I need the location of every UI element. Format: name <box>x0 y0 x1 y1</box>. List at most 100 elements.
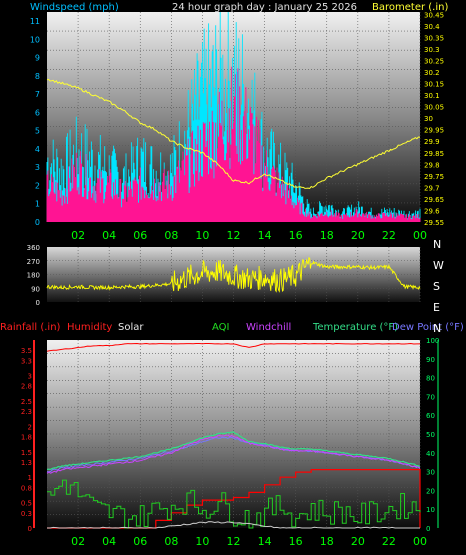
temperature-tick-label: 40 <box>426 450 435 458</box>
direction-degree-label: 0 <box>36 299 40 307</box>
rainfall-tick-label: 3.5 <box>21 347 32 355</box>
barometer-tick-label: 30.3 <box>424 46 440 54</box>
direction-degree-label: 360 <box>27 244 40 252</box>
compass-label: N <box>433 238 441 251</box>
barometer-tick-label: 29.65 <box>424 196 444 204</box>
barometer-tick-label: 30.4 <box>424 23 440 31</box>
compass-label: W <box>433 259 444 272</box>
hour-tick-label: 22 <box>382 229 396 242</box>
windspeed-tick-label: 11 <box>30 17 40 26</box>
temperature-tick-label: 20 <box>426 487 435 495</box>
rainfall-tick-label: 2.5 <box>21 398 32 406</box>
rainfall-tick-label: 2.8 <box>21 383 32 391</box>
windspeed-tick-label: 1 <box>35 200 40 209</box>
windspeed-tick-label: 3 <box>35 163 40 172</box>
hour-tick-label: 18 <box>320 229 334 242</box>
windgust-series <box>46 66 421 222</box>
hour-tick-label: 16 <box>289 535 303 548</box>
barometer-tick-label: 29.8 <box>424 161 440 169</box>
humidity-series <box>46 342 420 352</box>
hour-tick-label: 12 <box>227 229 241 242</box>
windspeed-tick-label: 6 <box>35 108 40 117</box>
hour-tick-label: 20 <box>351 535 365 548</box>
direction-degree-label: 90 <box>31 285 40 293</box>
compass-label: E <box>433 301 440 314</box>
hour-tick-label: 14 <box>258 229 272 242</box>
hour-tick-label: 00 <box>413 229 427 242</box>
hour-tick-label: 06 <box>133 229 147 242</box>
legend-rainfall: Rainfall (.in) <box>0 322 61 333</box>
rainfall-tick-label: 2.3 <box>21 408 32 416</box>
barometer-tick-label: 30 <box>424 115 433 123</box>
temperature-tick-label: 90 <box>426 356 435 364</box>
legend-windchill: Windchill <box>246 322 291 333</box>
hour-tick-label: 02 <box>71 229 85 242</box>
hour-tick-label: 02 <box>71 535 85 548</box>
hour-tick-label: 08 <box>164 535 178 548</box>
legend-aqi: AQI <box>212 322 230 333</box>
temperature-tick-label: 100 <box>426 337 439 345</box>
temperature-tick-label: 0 <box>426 525 430 533</box>
barometer-tick-label: 30.25 <box>424 57 444 65</box>
temperature-tick-label: 50 <box>426 431 435 439</box>
hour-tick-label: 14 <box>258 535 272 548</box>
legend-solar: Solar <box>118 322 144 333</box>
windspeed-tick-label: 5 <box>35 127 40 136</box>
temperature-series <box>46 431 421 470</box>
temperature-tick-label: 60 <box>426 412 435 420</box>
rainfall-tick-label: 1.5 <box>21 449 32 457</box>
temperature-tick-label: 30 <box>426 469 435 477</box>
rainfall-tick-label: 0.3 <box>21 510 32 518</box>
temperature-tick-label: 70 <box>426 393 435 401</box>
rainfall-tick-label: 1.3 <box>21 459 32 467</box>
rainfall-tick-label: 1 <box>28 474 32 482</box>
rainfall-tick-label: 0.8 <box>21 484 32 492</box>
rainfall-tick-label: 3.3 <box>21 357 32 365</box>
chart-title: 24 hour graph day : January 25 2026 <box>172 2 357 13</box>
windchill-series <box>46 434 421 474</box>
hour-tick-label: 04 <box>102 535 116 548</box>
barometer-tick-label: 30.05 <box>424 104 444 112</box>
legend-dewpoint: Dew Point (°F) <box>392 322 464 333</box>
temperature-tick-label: 10 <box>426 506 435 514</box>
compass-label: S <box>433 280 440 293</box>
windspeed-tick-label: 0 <box>35 218 40 227</box>
aqi-series <box>47 479 421 529</box>
hour-tick-label: 08 <box>164 229 178 242</box>
hour-tick-label: 16 <box>289 229 303 242</box>
barometer-tick-label: 29.75 <box>424 173 444 181</box>
barometer-tick-label: 29.9 <box>424 138 440 146</box>
legend-temperature: Temperature (°F) <box>312 322 398 333</box>
barometer-tick-label: 29.95 <box>424 127 444 135</box>
hour-tick-label: 10 <box>195 229 209 242</box>
windspeed-tick-label: 2 <box>35 181 40 190</box>
windspeed-tick-label: 10 <box>30 35 40 44</box>
barometer-series <box>46 78 421 189</box>
hour-tick-label: 18 <box>320 535 334 548</box>
hour-tick-label: 06 <box>133 535 147 548</box>
barometer-tick-label: 29.7 <box>424 184 440 192</box>
rainfall-tick-label: 1.8 <box>21 434 32 442</box>
rainfall-tick-label: 2 <box>28 423 32 431</box>
windspeed-tick-label: 8 <box>35 72 40 81</box>
hour-tick-label: 10 <box>195 535 209 548</box>
barometer-tick-label: 30.15 <box>424 81 444 89</box>
rainfall-tick-label: 0 <box>28 525 32 533</box>
barometer-tick-label: 30.1 <box>424 92 440 100</box>
hour-tick-label: 00 <box>413 535 427 548</box>
hour-tick-label: 22 <box>382 535 396 548</box>
barometer-tick-label: 29.55 <box>424 219 444 227</box>
rainfall-tick-label: 0.5 <box>21 500 32 508</box>
hour-tick-label: 04 <box>102 229 116 242</box>
barometer-tick-label: 30.45 <box>424 11 444 19</box>
temperature-tick-label: 80 <box>426 375 435 383</box>
windspeed-tick-label: 9 <box>35 54 40 63</box>
barometer-axis-title: Barometer (.in) <box>372 2 448 13</box>
windspeed-tick-label: 4 <box>35 145 40 154</box>
direction-degree-label: 180 <box>27 272 40 280</box>
windspeed-tick-label: 7 <box>35 90 40 99</box>
windspeed-axis-title: Windspeed (mph) <box>30 2 119 13</box>
barometer-tick-label: 29.85 <box>424 150 444 158</box>
